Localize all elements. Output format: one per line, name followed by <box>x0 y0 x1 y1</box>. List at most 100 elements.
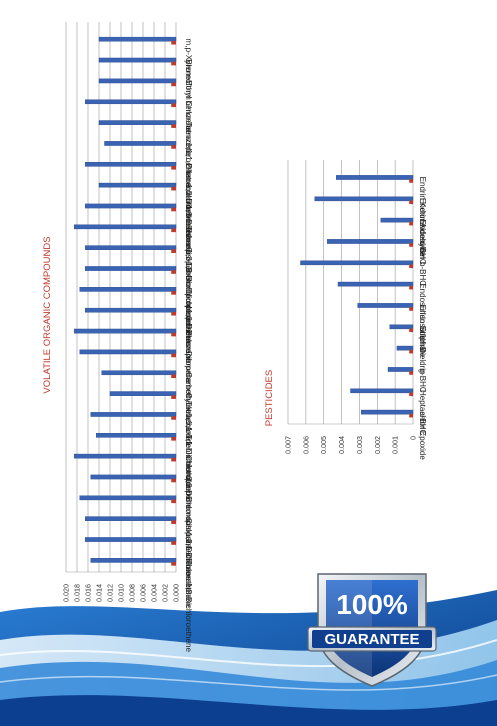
bar-blue <box>336 175 414 180</box>
category-label: Dibromochloromethane <box>184 164 193 250</box>
bar-red <box>171 353 176 358</box>
bar-red <box>171 207 176 212</box>
bar-blue <box>300 260 414 266</box>
category-label: 1,2-Dibromoethane <box>184 184 193 255</box>
tick-label: 0.012 <box>106 584 115 602</box>
bar-blue <box>104 141 177 146</box>
bar-blue <box>85 245 177 250</box>
bar-blue <box>350 388 414 394</box>
bar-red <box>171 562 176 566</box>
guarantee-badge <box>307 573 437 687</box>
bar-blue <box>85 307 177 313</box>
bar-red <box>171 437 176 441</box>
bar-blue <box>337 281 414 287</box>
category-label: m,p-Xylene <box>184 38 193 80</box>
category-label: g-BHC <box>418 369 427 393</box>
bar-red <box>409 307 413 311</box>
tick-label: 0.007 <box>284 436 293 454</box>
bar-red <box>171 332 176 337</box>
category-label: Cyclohexane <box>184 393 193 441</box>
bar-red <box>409 413 413 418</box>
bar-red <box>409 264 413 269</box>
tick-label: 0.006 <box>301 436 310 454</box>
tick-label: 0.010 <box>117 584 126 602</box>
bar-blue <box>74 328 177 334</box>
tick-label: 0.002 <box>373 436 382 454</box>
category-label: Trans-1,2-Dichloroethene <box>184 560 193 653</box>
bar-blue <box>79 349 177 355</box>
bar-blue <box>109 391 177 396</box>
bar-blue <box>380 217 414 223</box>
bar-red <box>171 291 176 295</box>
category-label: Endrin Aldehyde <box>418 198 427 257</box>
bar-blue <box>74 453 177 459</box>
bar-red <box>171 499 176 504</box>
bar-red <box>171 541 176 545</box>
category-label: Bromodichloromethane <box>184 268 193 353</box>
bar-blue <box>98 120 177 125</box>
bar-blue <box>98 182 177 188</box>
category-label: 1,1,1-Trichloroethane <box>184 414 193 492</box>
bar-red <box>171 395 176 399</box>
bar-red <box>171 61 176 66</box>
bar-blue <box>396 345 414 351</box>
bar-blue <box>90 412 177 417</box>
bar-red <box>409 392 413 397</box>
category-label: Tetrachloroethane <box>184 122 193 188</box>
bar-red <box>409 179 413 183</box>
category-label: 1,2-Dichloropropane <box>184 309 193 384</box>
bar-blue <box>327 239 414 244</box>
bar-red <box>409 371 413 375</box>
bar-red <box>171 457 176 462</box>
tick-label: 0.003 <box>355 436 364 454</box>
badge-guarantee-text: GUARANTEE <box>324 631 419 648</box>
category-label: Endosulfan Sulphate <box>418 283 427 357</box>
tick-label: 0.020 <box>62 584 71 602</box>
bar-red <box>409 328 413 333</box>
chart-title: VOLATILE ORGANIC COMPOUNDS <box>42 236 53 393</box>
bar-red <box>171 311 176 316</box>
bar-red <box>171 186 176 191</box>
tick-label: 0.004 <box>150 584 159 602</box>
category-label: Trichloroethene <box>184 289 193 346</box>
bar-red <box>409 349 413 354</box>
chart-title: PESTICIDES <box>264 370 275 427</box>
category-label: d-BHC <box>418 241 427 265</box>
category-label: Carbon Tetrachloride <box>184 372 193 448</box>
category-label: 1,3-Dichloropropene <box>184 205 193 280</box>
tick-label: 0.001 <box>391 436 400 454</box>
category-label: 1,1-Dichloroethane <box>184 539 193 609</box>
chart-pesticides: 0.007 0.006 0.005 0.004 0.003 0.002 0.001 0 PEST… <box>264 160 427 460</box>
bar-blue <box>90 558 177 563</box>
category-label: Cis-1,3-Dichloropropene <box>184 247 193 336</box>
category-label: b-BHC <box>418 262 427 286</box>
chart-volatile-organic-compounds: 0.020 0.018 0.016 0.014 0.012 0.010 0.008 0.006… <box>42 22 193 653</box>
category-label: a-BHC <box>418 411 427 435</box>
category-label: Chlorobenzene <box>184 101 193 157</box>
bar-blue <box>98 57 177 63</box>
category-label: 1,1,1,2-tetrachloroethane <box>184 143 193 235</box>
tick-label: 0.005 <box>319 436 328 454</box>
bar-blue <box>85 99 177 105</box>
bar-blue <box>79 287 177 292</box>
bar-blue <box>387 367 414 372</box>
badge-percent-text: 100% <box>336 589 408 620</box>
category-label: Trans-1,3-Dichloropropene <box>184 226 193 324</box>
bar-red <box>171 228 176 233</box>
bar-red <box>171 145 176 149</box>
bar-blue <box>314 196 414 202</box>
bar-red <box>409 243 413 247</box>
bar-red <box>409 221 413 226</box>
bar-blue <box>357 303 414 308</box>
tick-label: 0.002 <box>161 584 170 602</box>
bar-blue <box>101 370 177 376</box>
bar-red <box>171 40 176 45</box>
category-label: 1,1-Dichloropropene <box>184 435 193 510</box>
tick-label: 0.018 <box>73 584 82 602</box>
bar-blue <box>90 474 177 480</box>
category-label: Endrin Ketone <box>418 177 427 228</box>
